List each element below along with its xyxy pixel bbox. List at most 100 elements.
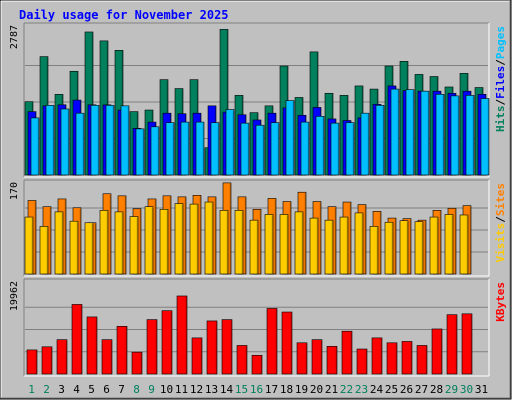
x-tick-label-day-28: 28 bbox=[430, 383, 443, 396]
x-tick-label-day-4: 4 bbox=[73, 383, 80, 396]
bar-pages-day-23 bbox=[360, 112, 370, 176]
bar-kbytes-day-25 bbox=[386, 342, 398, 375]
x-tick-label-day-9: 9 bbox=[148, 383, 155, 396]
bar-sites-day-2 bbox=[39, 226, 49, 275]
bar-pages-day-7 bbox=[120, 105, 130, 176]
bar-sites-day-29 bbox=[444, 214, 454, 275]
side-legend: Hits/Files/Pages bbox=[494, 26, 507, 132]
x-axis-labels: 1 2 3 4 5 6 7 8 9 10 11 12 13 14 15 16 17 18 19 20 21 22 23 24 2… bbox=[28, 383, 488, 396]
bar-kbytes-day-15 bbox=[236, 345, 248, 375]
bar-sites-day-16 bbox=[249, 219, 259, 275]
bar-kbytes-day-23 bbox=[356, 348, 368, 375]
bar-sites-day-12 bbox=[189, 203, 199, 275]
x-tick-label-day-29: 29 bbox=[445, 383, 458, 396]
x-tick-label-day-12: 12 bbox=[190, 383, 203, 396]
x-tick-label-day-24: 24 bbox=[370, 383, 384, 396]
panel-visits-sites: 170 Visits/Sites bbox=[9, 179, 507, 277]
bar-pages-day-16 bbox=[255, 124, 265, 176]
x-tick-label-day-23: 23 bbox=[355, 383, 368, 396]
bar-pages-day-27 bbox=[420, 90, 430, 176]
bar-pages-day-15 bbox=[240, 122, 250, 176]
bar-pages-day-30 bbox=[465, 95, 475, 176]
bar-pages-day-3 bbox=[60, 108, 70, 176]
chart-title: Daily usage for November 2025 bbox=[19, 8, 229, 22]
bar-sites-day-19 bbox=[294, 211, 304, 275]
bar-sites-day-6 bbox=[99, 210, 109, 275]
bar-pages-day-13 bbox=[210, 122, 220, 176]
x-tick-label-day-30: 30 bbox=[460, 383, 473, 396]
bar-sites-day-3 bbox=[54, 211, 64, 275]
bar-pages-day-22 bbox=[345, 122, 355, 176]
bar-kbytes-day-17 bbox=[266, 308, 278, 375]
x-tick-label-day-20: 20 bbox=[310, 383, 323, 396]
bar-pages-day-11 bbox=[180, 121, 190, 176]
x-tick-label-day-7: 7 bbox=[118, 383, 125, 396]
bar-kbytes-day-7 bbox=[116, 325, 128, 375]
bar-kbytes-day-29 bbox=[446, 314, 458, 375]
x-tick-label-day-15: 15 bbox=[235, 383, 248, 396]
bar-kbytes-day-4 bbox=[71, 304, 83, 375]
x-tick-label-day-14: 14 bbox=[220, 383, 234, 396]
bar-pages-day-21 bbox=[330, 122, 340, 176]
x-tick-label-day-27: 27 bbox=[415, 383, 428, 396]
bar-pages-day-29 bbox=[450, 95, 460, 176]
x-tick-label-day-31: 31 bbox=[475, 383, 488, 396]
bar-sites-day-25 bbox=[384, 221, 394, 275]
bar-pages-day-5 bbox=[90, 105, 100, 176]
bar-kbytes-day-16 bbox=[251, 354, 263, 375]
bar-kbytes-day-1 bbox=[26, 349, 38, 375]
x-tick-label-day-25: 25 bbox=[385, 383, 398, 396]
bar-kbytes-day-30 bbox=[461, 313, 473, 375]
y-max-label: 19962 bbox=[9, 281, 20, 311]
bar-pages-day-2 bbox=[45, 105, 55, 176]
bar-kbytes-day-5 bbox=[86, 316, 98, 375]
y-max-label: 2787 bbox=[9, 25, 20, 49]
x-tick-label-day-26: 26 bbox=[400, 383, 413, 396]
bar-kbytes-day-11 bbox=[176, 295, 188, 375]
bar-pages-day-19 bbox=[300, 121, 310, 176]
x-tick-label-day-21: 21 bbox=[325, 383, 338, 396]
bar-kbytes-day-19 bbox=[296, 342, 308, 375]
side-legend-sites: Sites bbox=[494, 183, 507, 216]
bar-sites-day-26 bbox=[399, 220, 409, 275]
side-legend-kbytes: KBytes bbox=[494, 282, 507, 322]
bar-sites-day-22 bbox=[339, 216, 349, 275]
bar-kbytes-day-20 bbox=[311, 339, 323, 375]
bar-pages-day-14 bbox=[225, 109, 235, 176]
bar-kbytes-day-14 bbox=[221, 319, 233, 375]
bar-pages-day-10 bbox=[165, 122, 175, 176]
panel-hits-files-pages: 2787 Hits/Files/Pages bbox=[9, 22, 507, 178]
bar-kbytes-day-8 bbox=[131, 351, 143, 375]
x-tick-label-day-18: 18 bbox=[280, 383, 293, 396]
bar-kbytes-day-27 bbox=[416, 345, 428, 375]
bar-pages-day-17 bbox=[270, 122, 280, 176]
y-max-label: 170 bbox=[9, 182, 20, 200]
x-tick-label-day-10: 10 bbox=[160, 383, 173, 396]
bar-sites-day-8 bbox=[129, 216, 139, 275]
bar-pages-day-26 bbox=[405, 89, 415, 176]
x-tick-label-day-8: 8 bbox=[133, 383, 140, 396]
panels-group: 2787 Hits/Files/Pages 170 Visits/Sites 19962… bbox=[9, 22, 507, 377]
bar-kbytes-day-2 bbox=[41, 346, 53, 375]
side-legend-slash: / bbox=[494, 216, 507, 223]
panel-kbytes: 19962 KBytes bbox=[9, 278, 507, 377]
bar-sites-day-23 bbox=[354, 212, 364, 275]
bar-sites-day-10 bbox=[159, 208, 169, 275]
bar-pages-day-24 bbox=[375, 105, 385, 176]
side-legend-visits: Visits bbox=[494, 223, 507, 263]
bar-pages-day-6 bbox=[105, 105, 115, 176]
bar-sites-day-28 bbox=[429, 216, 439, 275]
x-tick-label-day-16: 16 bbox=[250, 383, 263, 396]
bar-kbytes-day-24 bbox=[371, 337, 383, 375]
bar-pages-day-1 bbox=[30, 117, 40, 176]
bar-kbytes-day-10 bbox=[161, 310, 173, 375]
bar-sites-day-24 bbox=[369, 226, 379, 275]
bar-pages-day-4 bbox=[75, 112, 85, 176]
bar-kbytes-day-22 bbox=[341, 330, 353, 375]
bar-kbytes-day-6 bbox=[101, 339, 113, 375]
bar-sites-day-30 bbox=[459, 214, 469, 275]
side-legend-hits: Hits bbox=[494, 106, 507, 133]
bar-sites-day-14 bbox=[219, 210, 229, 275]
x-tick-label-day-5: 5 bbox=[88, 383, 95, 396]
